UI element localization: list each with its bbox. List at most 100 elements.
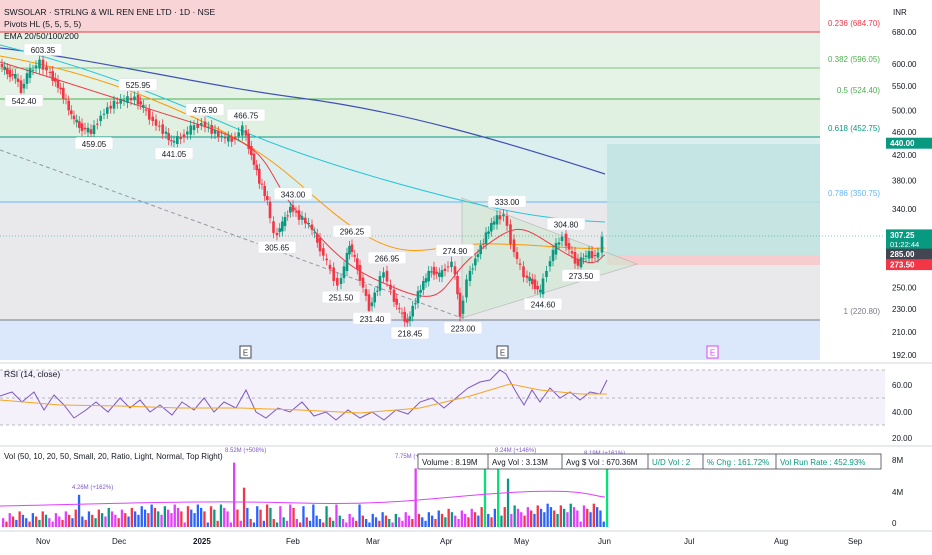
volume-bar (569, 503, 572, 527)
volume-bar (533, 513, 536, 527)
candle-body (289, 206, 292, 213)
volume-bar (256, 506, 259, 527)
volume-bar (348, 513, 351, 527)
fib-label-05: 0.5 (524.40) (837, 86, 880, 95)
candle-body (551, 249, 555, 262)
price-tick: 600.00 (892, 60, 917, 69)
event-marker-2[interactable]: E (500, 349, 505, 358)
trend-line[interactable] (0, 149, 463, 319)
volume-bar (322, 522, 325, 527)
candle-body (548, 261, 552, 267)
volume-bar (384, 515, 388, 527)
candle-body (395, 298, 398, 305)
volume-bar (21, 514, 25, 527)
pivot-label: 441.05 (162, 150, 187, 159)
price-tick: 340.00 (892, 205, 917, 214)
price-tick: 680.00 (892, 28, 917, 37)
candle-body (170, 140, 173, 142)
volume-bar (530, 510, 533, 527)
pivot-label-box (257, 240, 297, 254)
volume-bar (150, 504, 153, 527)
volume-bar (332, 520, 335, 527)
candle-body (300, 216, 304, 220)
ema-indicator-label[interactable]: EMA 20/50/100/200 (4, 31, 79, 41)
pivots-indicator-label[interactable]: Pivots HL (5, 5, 5, 5) (4, 19, 81, 29)
candle-body (336, 277, 339, 286)
volume-bar (592, 503, 595, 527)
candle-body (345, 252, 349, 271)
triangle-pattern[interactable] (461, 197, 639, 319)
candle-body (471, 268, 474, 270)
price-badge-label: 285.00 (890, 250, 915, 259)
pivot-label-box (390, 326, 430, 340)
rsi-pane: RSI (14, close) 60.00 40.00 20.00 (0, 369, 913, 443)
volume-bar (520, 512, 523, 527)
price-badge-label: 440.00 (890, 139, 915, 148)
candle-body (139, 101, 142, 105)
stat-ud-vol: U/D Vol : 2 (652, 458, 691, 467)
candle-body (339, 278, 343, 284)
candle-body (176, 136, 179, 144)
volume-bar (295, 519, 298, 527)
candle-body (186, 131, 189, 135)
volume-bar (44, 514, 48, 527)
volume-bar (84, 519, 87, 527)
volume-bar (15, 519, 18, 527)
volume-bar (203, 511, 206, 527)
volume-bar (259, 509, 262, 527)
pivot-label: 466.75 (234, 112, 259, 121)
volume-bar (81, 516, 84, 527)
volume-bar (497, 464, 500, 527)
event-marker-3[interactable]: E (710, 349, 715, 358)
event-marker-1[interactable]: E (243, 349, 248, 358)
volume-bar (18, 511, 21, 527)
fib-label-0382: 0.382 (596.05) (828, 55, 880, 64)
candle-body (468, 270, 472, 281)
candle-body (424, 278, 428, 283)
event-markers[interactable]: E E E (239, 345, 719, 359)
price-axis[interactable]: 680.00 600.00 550.00 500.00 460.00 420.00 380.… (886, 28, 932, 360)
rsi-title[interactable]: RSI (14, close) (4, 369, 60, 379)
volume-bar (107, 507, 110, 527)
pivot-label: 333.00 (495, 198, 520, 207)
stat-pct-chg: % Chg : 161.72% (707, 458, 769, 467)
symbol-title[interactable]: SWSOLAR · STRLNG & WIL REN ENE LTD · 1D … (4, 7, 215, 17)
time-label-feb: Feb (286, 537, 300, 546)
candle-body (196, 123, 199, 128)
pivot-labels: 603.35 542.40 525.95 459.05 476.90 441.05 466.… (4, 43, 601, 340)
currency-label[interactable]: INR (893, 8, 907, 17)
ema-200-line (0, 47, 606, 175)
volume-bar (318, 519, 322, 527)
volume-spike-1: 8.52M (+508%) (225, 448, 266, 454)
volume-bar (167, 509, 170, 527)
pivot-label-box (561, 269, 601, 282)
volume-bar (11, 516, 15, 527)
price-badge-countdown: 01:22:44 (890, 240, 919, 249)
candle-body (244, 130, 248, 136)
vol-tick-8m: 8M (892, 456, 903, 465)
long-position-tool[interactable] (607, 144, 820, 265)
candle-body (51, 71, 54, 81)
volume-bar (120, 509, 124, 527)
candle-body (567, 243, 571, 250)
candle-body (453, 266, 457, 275)
fib-label-0786: 0.786 (350.75) (828, 189, 880, 198)
price-badge (886, 137, 932, 149)
volume-title[interactable]: Vol (50, 10, 20, 50, Small, 20, Ratio, L… (4, 452, 223, 461)
stat-avg-vol: Avg Vol : 3.13M (492, 458, 548, 467)
volume-bar (282, 517, 285, 527)
pivot-label-box (23, 43, 63, 56)
volume-bar (487, 513, 490, 527)
time-axis[interactable]: Nov Dec 2025 Feb Mar Apr May Jun Jul Aug… (36, 537, 863, 546)
pivot-label: 218.45 (398, 330, 423, 339)
price-badge-label: 307.25 (890, 231, 915, 240)
candle-body (350, 244, 354, 252)
candle-body (443, 268, 447, 271)
volume-stats-table: Volume : 8.19M Avg Vol : 3.13M Avg $ Vol… (417, 453, 882, 470)
volume-bar (576, 510, 579, 527)
candle-body (102, 113, 106, 115)
candle-body (509, 224, 512, 245)
candle-body (590, 251, 594, 259)
volume-bar (147, 513, 150, 527)
